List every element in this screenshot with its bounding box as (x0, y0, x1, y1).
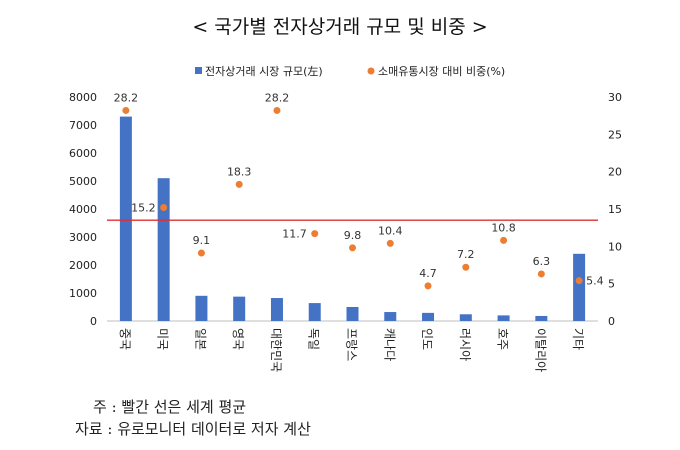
category-label: 호주 (496, 328, 510, 350)
point-label: 11.7 (282, 228, 307, 241)
data-point (349, 244, 356, 252)
category-label: 중국 (118, 328, 132, 350)
point-label: 10.8 (491, 221, 516, 234)
bar (119, 116, 132, 321)
left-tick-label: 0 (90, 315, 97, 328)
left-tick-label: 1000 (69, 287, 97, 300)
data-point (386, 239, 394, 247)
legend: 전자상거래 시장 규모(左) 소매유통시장 대비 비중(%) (195, 65, 505, 78)
left-tick-label: 8000 (69, 91, 97, 104)
bar (346, 307, 359, 321)
data-point (235, 180, 243, 188)
data-point (575, 277, 583, 285)
data-point (122, 106, 130, 114)
point-label: 4.7 (419, 267, 437, 280)
point-label: 10.4 (378, 224, 403, 237)
data-point (160, 204, 168, 212)
category-label: 프랑스 (345, 328, 359, 361)
left-tick-label: 7000 (69, 119, 97, 132)
data-point (311, 230, 319, 238)
category-label: 미국 (156, 328, 170, 350)
right-tick-label: 0 (608, 315, 615, 328)
category-label: 독일 (307, 328, 321, 350)
legend-point-swatch (367, 67, 375, 75)
category-label: 영국 (231, 328, 245, 350)
note-red-line: 주 : 빨간 선은 세계 평균 (93, 398, 247, 416)
point-series: 28.2 15.2 9.1 18.3 28.2 11.7 9.8 10.4 4.7 7.2 10.8… (114, 91, 604, 290)
bar (195, 295, 208, 321)
legend-bar-label: 전자상거래 시장 규모(左) (205, 65, 323, 78)
data-point (500, 236, 508, 244)
bar (270, 298, 283, 321)
category-labels: 중국 미국 일본 영국 대한민국 독일 프랑스 캐나다 인도 러시아 호주 이탈리아 기타 (118, 328, 585, 372)
left-tick-label: 5000 (69, 175, 97, 188)
point-label: 9.1 (193, 234, 211, 247)
right-tick-label: 10 (608, 240, 622, 253)
bar (535, 315, 548, 321)
data-point (462, 263, 470, 271)
point-label: 28.2 (265, 91, 290, 104)
right-tick-label: 30 (608, 91, 622, 104)
bar (422, 312, 435, 321)
bar (157, 178, 170, 321)
category-label: 기타 (571, 328, 585, 350)
point-label: 15.2 (131, 202, 156, 215)
data-point (273, 106, 281, 114)
right-axis: 0 5 10 15 20 25 30 (608, 91, 622, 328)
point-label: 9.8 (344, 229, 362, 242)
point-label: 6.3 (533, 255, 551, 268)
bar (308, 303, 321, 321)
left-tick-label: 3000 (69, 231, 97, 244)
chart-title: < 국가별 전자상거래 규모 및 비중 > (192, 16, 488, 38)
bar-series (119, 116, 586, 321)
category-label: 이탈리아 (533, 328, 547, 372)
right-tick-label: 15 (608, 203, 622, 216)
data-point (424, 282, 432, 290)
point-label: 18.3 (227, 165, 252, 178)
left-tick-label: 6000 (69, 147, 97, 160)
category-label: 캐나다 (382, 328, 396, 361)
note-source: 자료 : 유로모니터 데이터로 저자 계산 (75, 420, 311, 438)
legend-point-label: 소매유통시장 대비 비중(%) (378, 65, 505, 78)
bar (459, 314, 472, 321)
category-label: 일본 (193, 328, 207, 350)
data-point (197, 249, 205, 257)
bar (384, 312, 397, 321)
point-label: 28.2 (114, 91, 139, 104)
legend-bar-swatch (195, 67, 202, 74)
bar (573, 253, 586, 321)
bar (497, 315, 510, 321)
right-tick-label: 5 (608, 278, 615, 291)
bar (233, 296, 246, 321)
point-label: 5.4 (586, 275, 604, 288)
point-label: 7.2 (457, 248, 475, 261)
category-label: 대한민국 (269, 328, 283, 372)
data-point (537, 270, 545, 278)
left-tick-label: 4000 (69, 203, 97, 216)
category-label: 인도 (420, 328, 434, 350)
category-label: 러시아 (458, 328, 472, 361)
left-tick-label: 2000 (69, 259, 97, 272)
left-axis: 0 1000 2000 3000 4000 5000 6000 7000 8000 (69, 91, 598, 328)
right-tick-label: 20 (608, 166, 622, 179)
right-tick-label: 25 (608, 128, 622, 141)
